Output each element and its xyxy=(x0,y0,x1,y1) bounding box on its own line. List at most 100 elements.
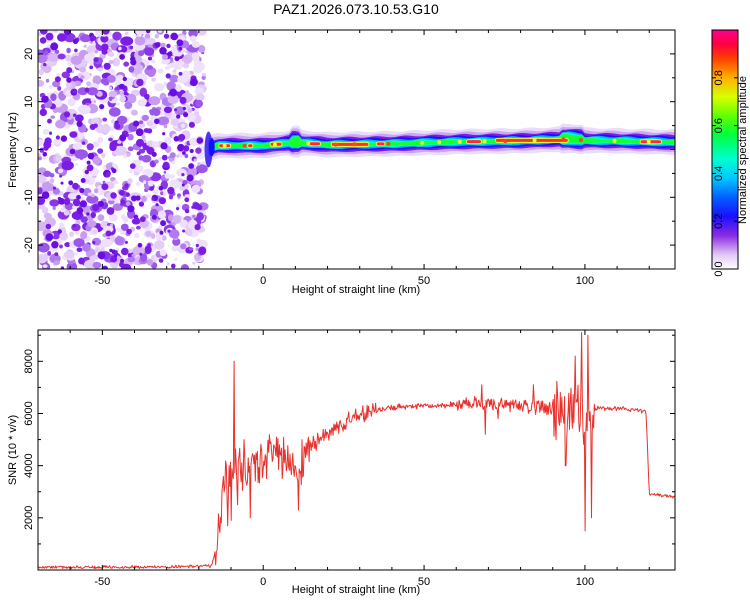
noise-speck xyxy=(193,158,197,162)
noise-speck xyxy=(171,160,176,165)
noise-dot xyxy=(136,151,141,156)
noise-speck xyxy=(38,54,48,64)
noise-speck xyxy=(183,63,190,69)
y-tick-label: 8000 xyxy=(23,349,35,373)
noise-speck xyxy=(123,61,130,67)
noise-speck xyxy=(75,114,84,122)
signal-peak-segment xyxy=(248,144,253,148)
noise-speck xyxy=(116,74,124,81)
noise-speck xyxy=(42,264,48,268)
snr-plot-area xyxy=(38,330,675,570)
noise-dot xyxy=(39,108,47,117)
noise-dot xyxy=(86,160,91,165)
noise-dot xyxy=(182,229,186,233)
noise-dot xyxy=(183,112,189,118)
noise-speck xyxy=(179,185,186,191)
noise-speck xyxy=(64,54,72,62)
noise-speck xyxy=(168,229,180,239)
noise-speck xyxy=(167,262,170,266)
noise-speck xyxy=(86,87,99,96)
noise-dot xyxy=(193,202,200,210)
noise-speck xyxy=(38,254,48,264)
noise-dot xyxy=(162,161,170,169)
noise-dot xyxy=(126,228,132,235)
noise-speck xyxy=(82,243,91,252)
colorbar-tick-label: 0.4 xyxy=(713,166,725,181)
noise-dot xyxy=(184,208,190,214)
noise-speck xyxy=(167,214,174,222)
noise-speck xyxy=(65,90,72,96)
signal-dot xyxy=(352,142,357,147)
noise-speck xyxy=(38,186,43,195)
signal-dot xyxy=(437,140,442,145)
noise-dot xyxy=(184,197,190,203)
noise-dot xyxy=(158,185,164,191)
noise-speck xyxy=(116,115,128,125)
noise-speck xyxy=(49,199,60,207)
noise-dot xyxy=(51,241,59,249)
noise-dot xyxy=(131,195,137,202)
noise-dot xyxy=(188,121,195,128)
snr-series-line xyxy=(38,332,675,570)
noise-dot xyxy=(176,39,184,47)
signal-dot xyxy=(272,142,277,147)
noise-dot xyxy=(136,78,144,87)
noise-speck xyxy=(198,246,207,255)
noise-dot xyxy=(50,42,59,51)
noise-speck xyxy=(114,198,119,203)
noise-dot xyxy=(97,251,106,260)
x-tick-label: 50 xyxy=(418,576,430,588)
noise-speck xyxy=(180,123,186,128)
colorbar-ticks: 0.0 0.2 0.4 0.6 0.8 xyxy=(712,70,738,277)
noise-speck xyxy=(100,77,109,85)
noise-speck xyxy=(53,260,61,266)
noise-speck xyxy=(108,96,113,102)
noise-dot xyxy=(129,163,136,170)
noise-speck xyxy=(144,47,155,56)
noise-dot xyxy=(125,240,128,244)
noise-dot xyxy=(86,212,90,216)
noise-dot xyxy=(120,199,125,205)
noise-speck xyxy=(188,247,194,251)
noise-dot xyxy=(105,230,112,237)
spectrogram-ticks: -50 0 50 100 -20 -10 0 10 20 xyxy=(23,29,675,287)
noise-speck xyxy=(69,131,78,138)
noise-dot xyxy=(87,152,95,160)
noise-dot xyxy=(127,205,135,213)
noise-speck xyxy=(114,236,125,246)
noise-speck xyxy=(158,225,163,230)
snr-ticks: -50 0 50 100 2000 4000 6000 8000 xyxy=(23,330,675,588)
noise-speck xyxy=(82,141,86,145)
noise-speck xyxy=(55,119,66,129)
noise-speck xyxy=(117,195,122,199)
noise-dot xyxy=(101,30,110,35)
colorbar-tick-label: 0.2 xyxy=(713,214,725,229)
colorbar-tick-label: 0.8 xyxy=(713,70,725,85)
noise-speck xyxy=(59,231,69,241)
noise-speck xyxy=(73,252,78,256)
noise-dot xyxy=(55,135,61,140)
noise-speck xyxy=(112,92,115,96)
noise-speck xyxy=(101,153,106,158)
noise-speck xyxy=(164,173,171,179)
noise-speck xyxy=(64,242,71,248)
noise-speck xyxy=(136,225,141,230)
noise-speck xyxy=(100,220,108,229)
noise-speck xyxy=(53,99,63,108)
noise-dot xyxy=(169,88,178,97)
signal-band xyxy=(204,123,675,168)
noise-speck xyxy=(138,50,145,57)
noise-dot xyxy=(147,243,151,247)
noise-speck xyxy=(161,60,165,65)
noise-speck xyxy=(187,108,193,113)
signal-dot xyxy=(420,140,425,145)
noise-dot xyxy=(177,143,185,152)
noise-speck xyxy=(65,123,71,129)
noise-speck xyxy=(126,153,130,157)
noise-dot xyxy=(159,47,167,55)
noise-speck xyxy=(105,162,113,170)
noise-dot xyxy=(111,168,117,174)
noise-speck xyxy=(135,30,144,36)
noise-speck xyxy=(163,81,168,86)
signal-dot xyxy=(612,138,617,143)
